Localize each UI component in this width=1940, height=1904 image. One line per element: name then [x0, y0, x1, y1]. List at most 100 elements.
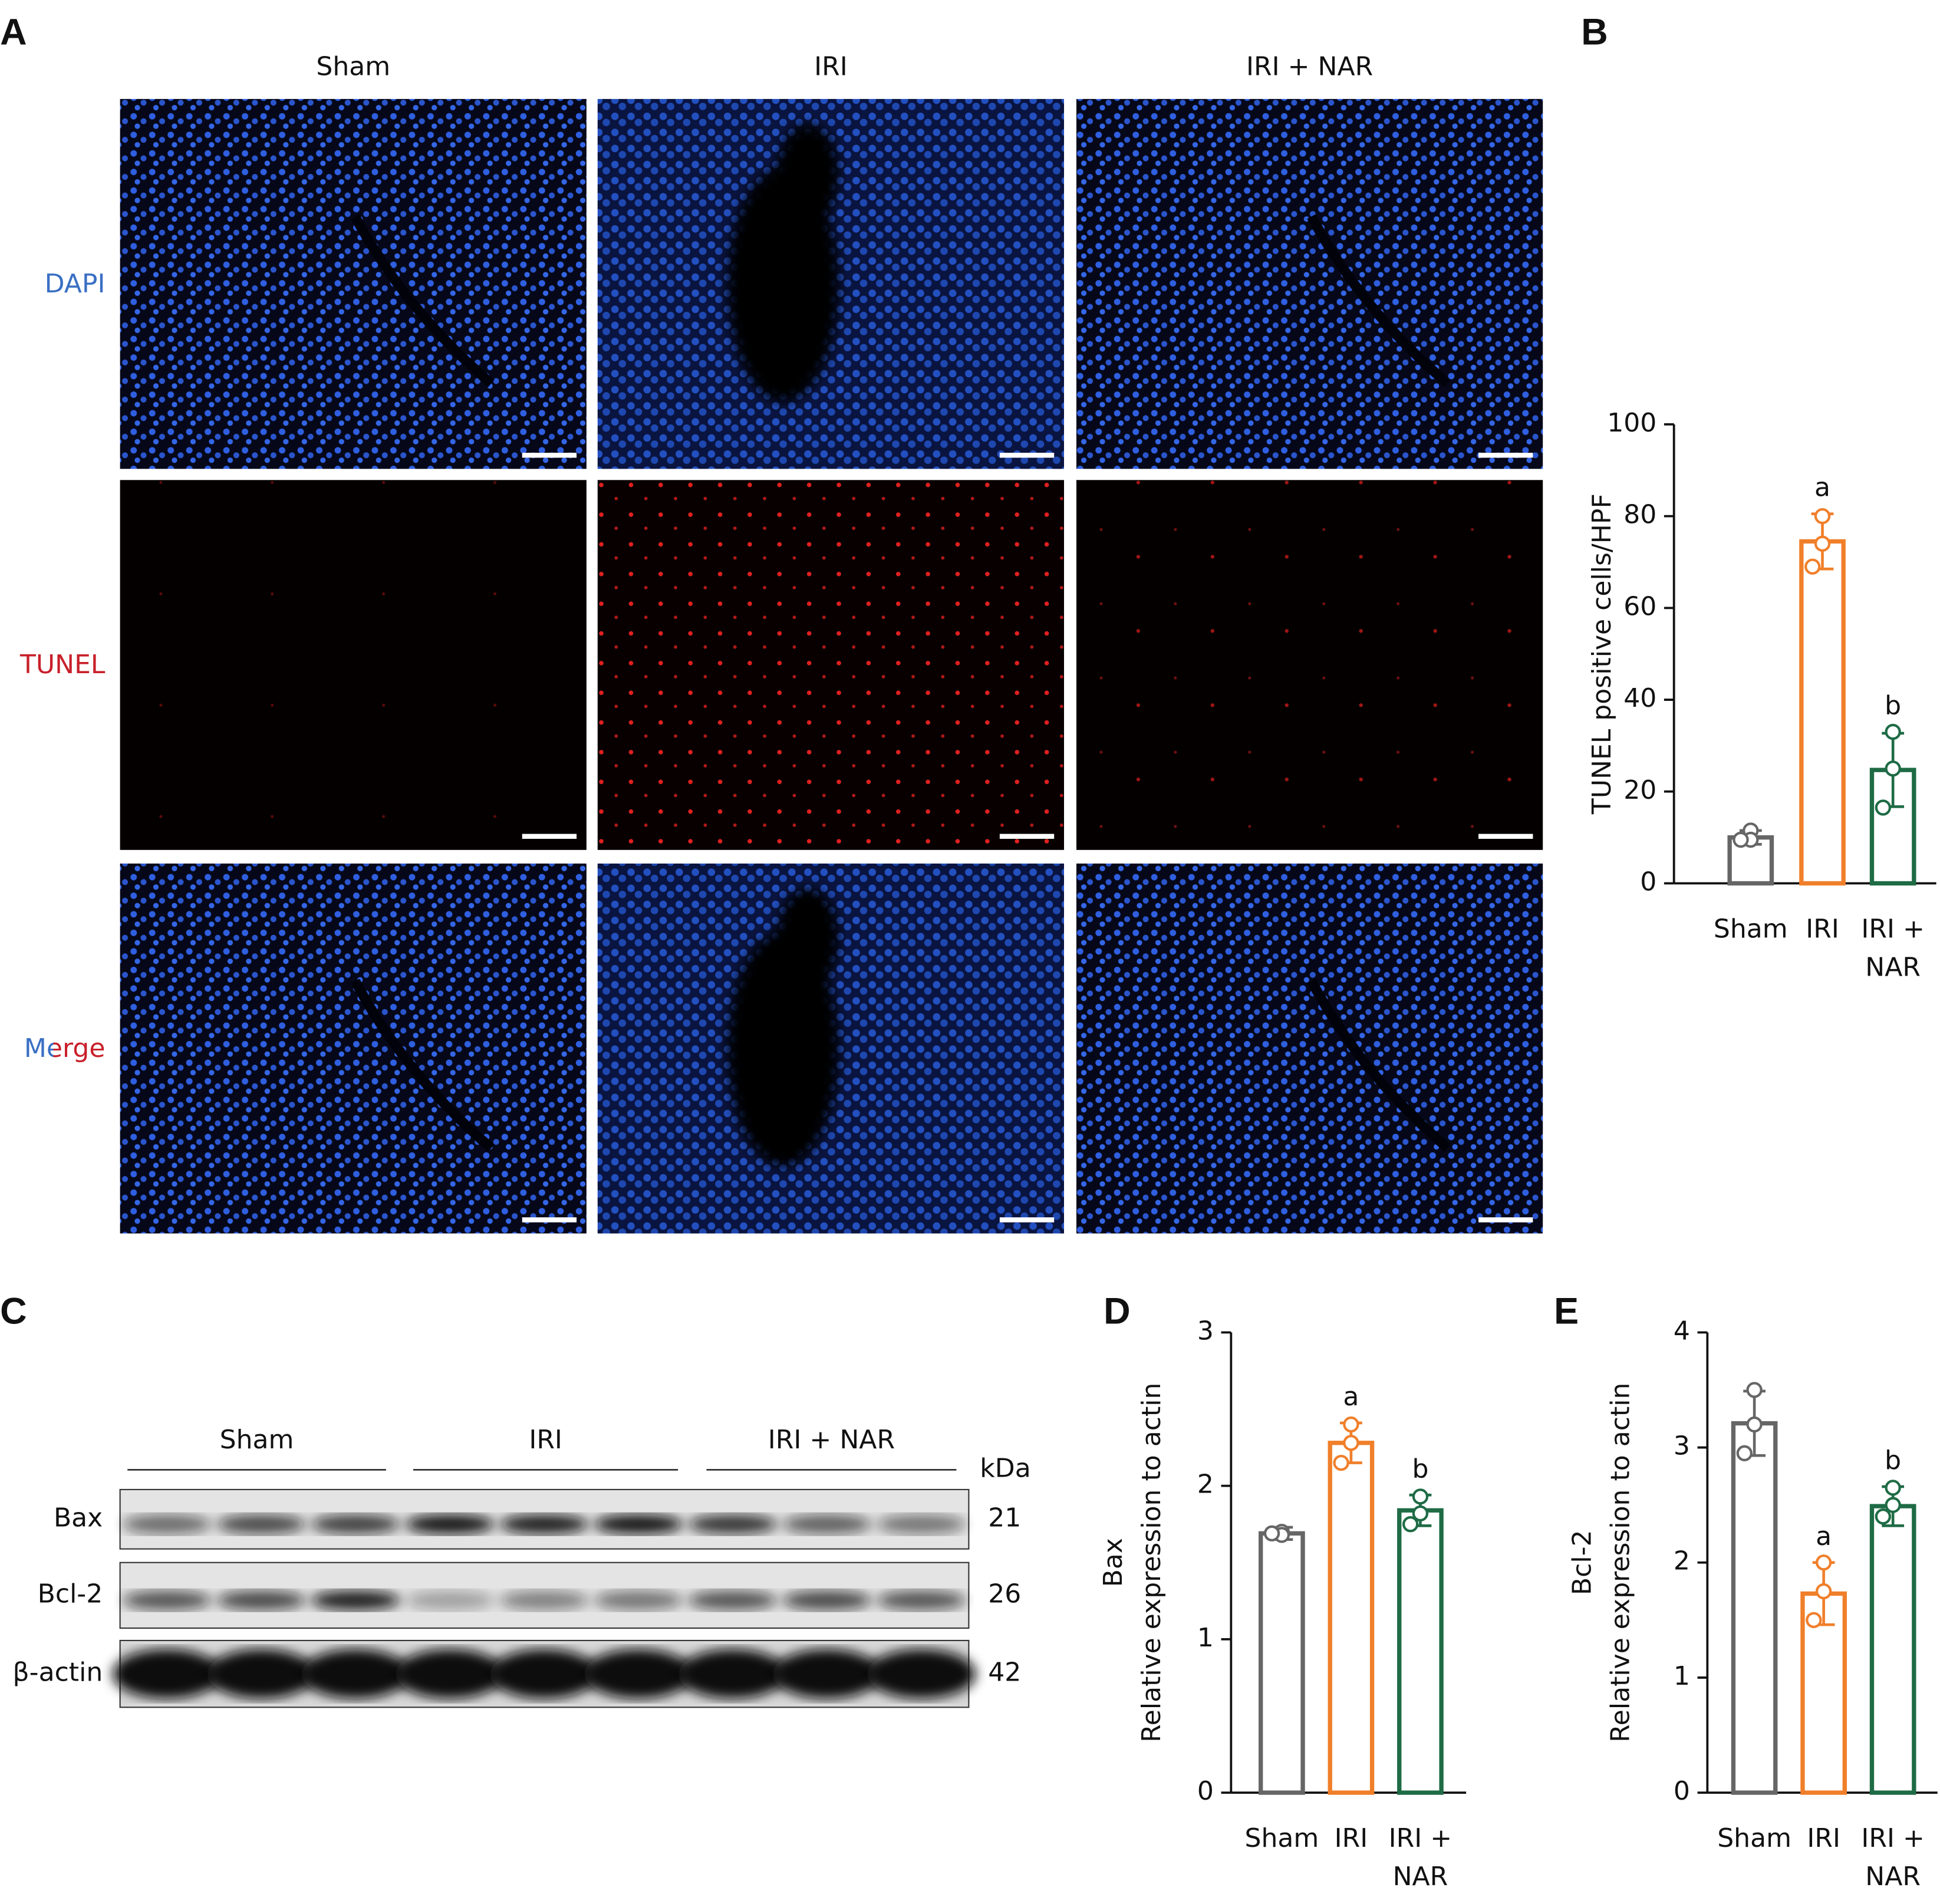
band	[216, 1590, 306, 1610]
x-tick-label: Sham	[1714, 914, 1788, 944]
micrograph	[120, 863, 587, 1234]
band	[877, 1514, 966, 1534]
micrograph	[1076, 98, 1543, 469]
y-axis-label: Bax	[1098, 1538, 1128, 1587]
row-label: Merge	[24, 1033, 106, 1063]
band	[311, 1590, 400, 1610]
band	[688, 1514, 778, 1534]
micrograph	[1076, 863, 1543, 1234]
vessel	[1307, 214, 1451, 387]
data-point	[1343, 1435, 1359, 1451]
bar	[1731, 1421, 1778, 1795]
panel-letter: E	[1554, 1291, 1579, 1332]
kda-value: 26	[988, 1579, 1021, 1609]
data-point	[1746, 1416, 1763, 1433]
data-point	[1804, 558, 1821, 575]
y-tick-label: 40	[1623, 683, 1656, 713]
kda-value: 21	[988, 1503, 1021, 1533]
column-label: Sham	[316, 51, 390, 81]
data-point	[1816, 1554, 1832, 1571]
band	[113, 1649, 222, 1699]
western-blot: Sham IRI IRI + NAR kDa Bax 21 Bcl-2 26 β-actin 42	[13, 1425, 1031, 1708]
data-point	[1343, 1416, 1359, 1433]
bar	[1869, 1504, 1916, 1795]
data-point	[1402, 1516, 1419, 1533]
bar	[1799, 539, 1846, 886]
row-label: DAPI	[45, 269, 106, 299]
band	[499, 1590, 589, 1610]
band	[877, 1590, 966, 1610]
y-tick-label: 1	[1674, 1661, 1690, 1691]
vessel	[351, 214, 495, 387]
y-tick-label: 20	[1623, 775, 1656, 805]
band	[584, 1649, 693, 1699]
data-point	[1816, 1583, 1832, 1600]
y-axis-label: TUNEL positive cells/HPF	[1587, 493, 1617, 815]
band	[867, 1649, 976, 1699]
y-axis-label: Bcl-2	[1567, 1530, 1597, 1595]
band	[405, 1590, 495, 1610]
x-tick-label: IRI + NAR	[1389, 1823, 1452, 1892]
data-point	[1814, 535, 1831, 552]
blot-row-label: Bcl-2	[38, 1579, 103, 1609]
column-label: IRI + NAR	[1246, 51, 1373, 81]
band	[206, 1649, 316, 1699]
blot-group-label: IRI	[529, 1425, 562, 1455]
y-tick-label: 4	[1674, 1316, 1690, 1346]
panel-letter: D	[1104, 1291, 1130, 1332]
data-point	[1806, 1612, 1822, 1628]
band	[216, 1514, 306, 1534]
data-point	[1412, 1505, 1429, 1522]
x-tick-label: IRI + NAR	[1861, 1823, 1925, 1892]
data-point	[1412, 1488, 1429, 1505]
band	[405, 1514, 495, 1534]
data-point	[1814, 508, 1831, 525]
micrographs	[120, 98, 1543, 1234]
y-tick-label: 3	[1674, 1431, 1690, 1461]
y-tick-label: 80	[1623, 500, 1656, 530]
vessel	[351, 979, 495, 1152]
significance-label: a	[1343, 1382, 1359, 1412]
data-point	[1263, 1525, 1280, 1541]
band	[594, 1514, 683, 1534]
band	[772, 1649, 882, 1699]
x-tick-label: IRI	[1806, 914, 1839, 944]
data-point	[1885, 1480, 1901, 1496]
kda-label: kDa	[980, 1453, 1030, 1483]
panel-letter: A	[0, 11, 27, 52]
x-tick-label: Sham	[1244, 1823, 1319, 1853]
x-tick-label: IRI + NAR	[1861, 914, 1925, 982]
data-point	[1885, 1497, 1901, 1513]
band	[678, 1649, 788, 1699]
data-point	[1333, 1454, 1349, 1471]
significance-label: a	[1814, 473, 1830, 503]
band	[594, 1590, 683, 1610]
band	[782, 1590, 872, 1610]
band	[122, 1514, 212, 1534]
blot-group-label: IRI + NAR	[768, 1425, 895, 1455]
micrograph	[597, 480, 1065, 850]
significance-label: b	[1412, 1454, 1428, 1484]
bar	[1259, 1531, 1305, 1795]
band	[782, 1514, 872, 1534]
y-tick-label: 0	[1674, 1776, 1690, 1806]
band	[688, 1590, 778, 1610]
blot-row-label: β-actin	[13, 1658, 103, 1688]
tissue-void	[777, 888, 839, 987]
y-axis-label: Relative expression to actin	[1606, 1383, 1636, 1742]
micrograph	[1076, 480, 1543, 850]
band	[311, 1514, 400, 1534]
significance-label: b	[1885, 691, 1901, 721]
data-point	[1746, 1382, 1763, 1398]
micrograph	[120, 98, 587, 469]
band	[395, 1649, 505, 1699]
data-point	[1885, 760, 1901, 777]
column-label: IRI	[814, 51, 848, 81]
y-tick-label: 0	[1197, 1776, 1214, 1806]
y-tick-label: 100	[1607, 408, 1656, 438]
y-axis-label: Relative expression to actin	[1137, 1383, 1167, 1742]
band	[301, 1649, 410, 1699]
blot-group-label: Sham	[220, 1425, 294, 1455]
significance-label: a	[1816, 1521, 1832, 1551]
